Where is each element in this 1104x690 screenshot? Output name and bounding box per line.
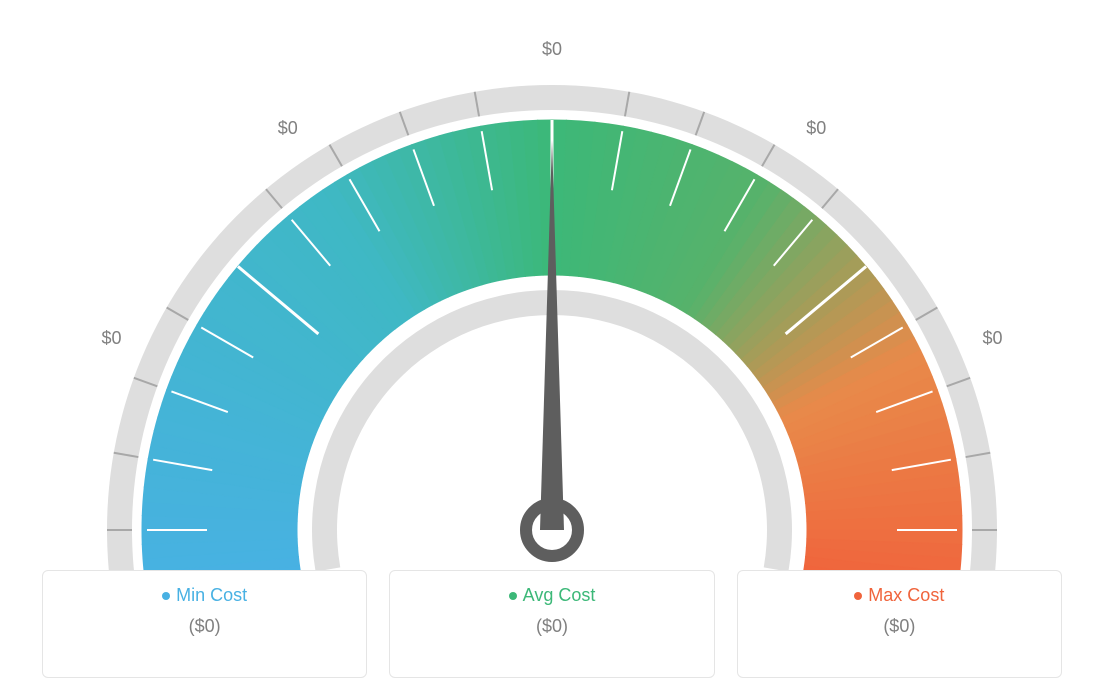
legend-avg: Avg Cost ($0) [389,570,714,678]
legend-row: Min Cost ($0) Avg Cost ($0) Max Cost ($0… [0,570,1104,690]
legend-avg-title: Avg Cost [390,585,713,606]
dot-min-icon [162,592,170,600]
legend-avg-value: ($0) [390,616,713,637]
legend-min-label: Min Cost [176,585,247,605]
legend-min: Min Cost ($0) [42,570,367,678]
dot-max-icon [854,592,862,600]
svg-text:$0: $0 [101,328,121,348]
gauge-chart: $0$0$0$0$0$0$0 [0,0,1104,570]
legend-max-label: Max Cost [868,585,944,605]
legend-max-title: Max Cost [738,585,1061,606]
svg-text:$0: $0 [806,118,826,138]
dot-avg-icon [509,592,517,600]
legend-max-value: ($0) [738,616,1061,637]
svg-text:$0: $0 [983,328,1003,348]
svg-text:$0: $0 [542,39,562,59]
svg-text:$0: $0 [278,118,298,138]
gauge-svg: $0$0$0$0$0$0$0 [0,0,1104,570]
legend-min-value: ($0) [43,616,366,637]
legend-max: Max Cost ($0) [737,570,1062,678]
legend-avg-label: Avg Cost [523,585,596,605]
legend-min-title: Min Cost [43,585,366,606]
